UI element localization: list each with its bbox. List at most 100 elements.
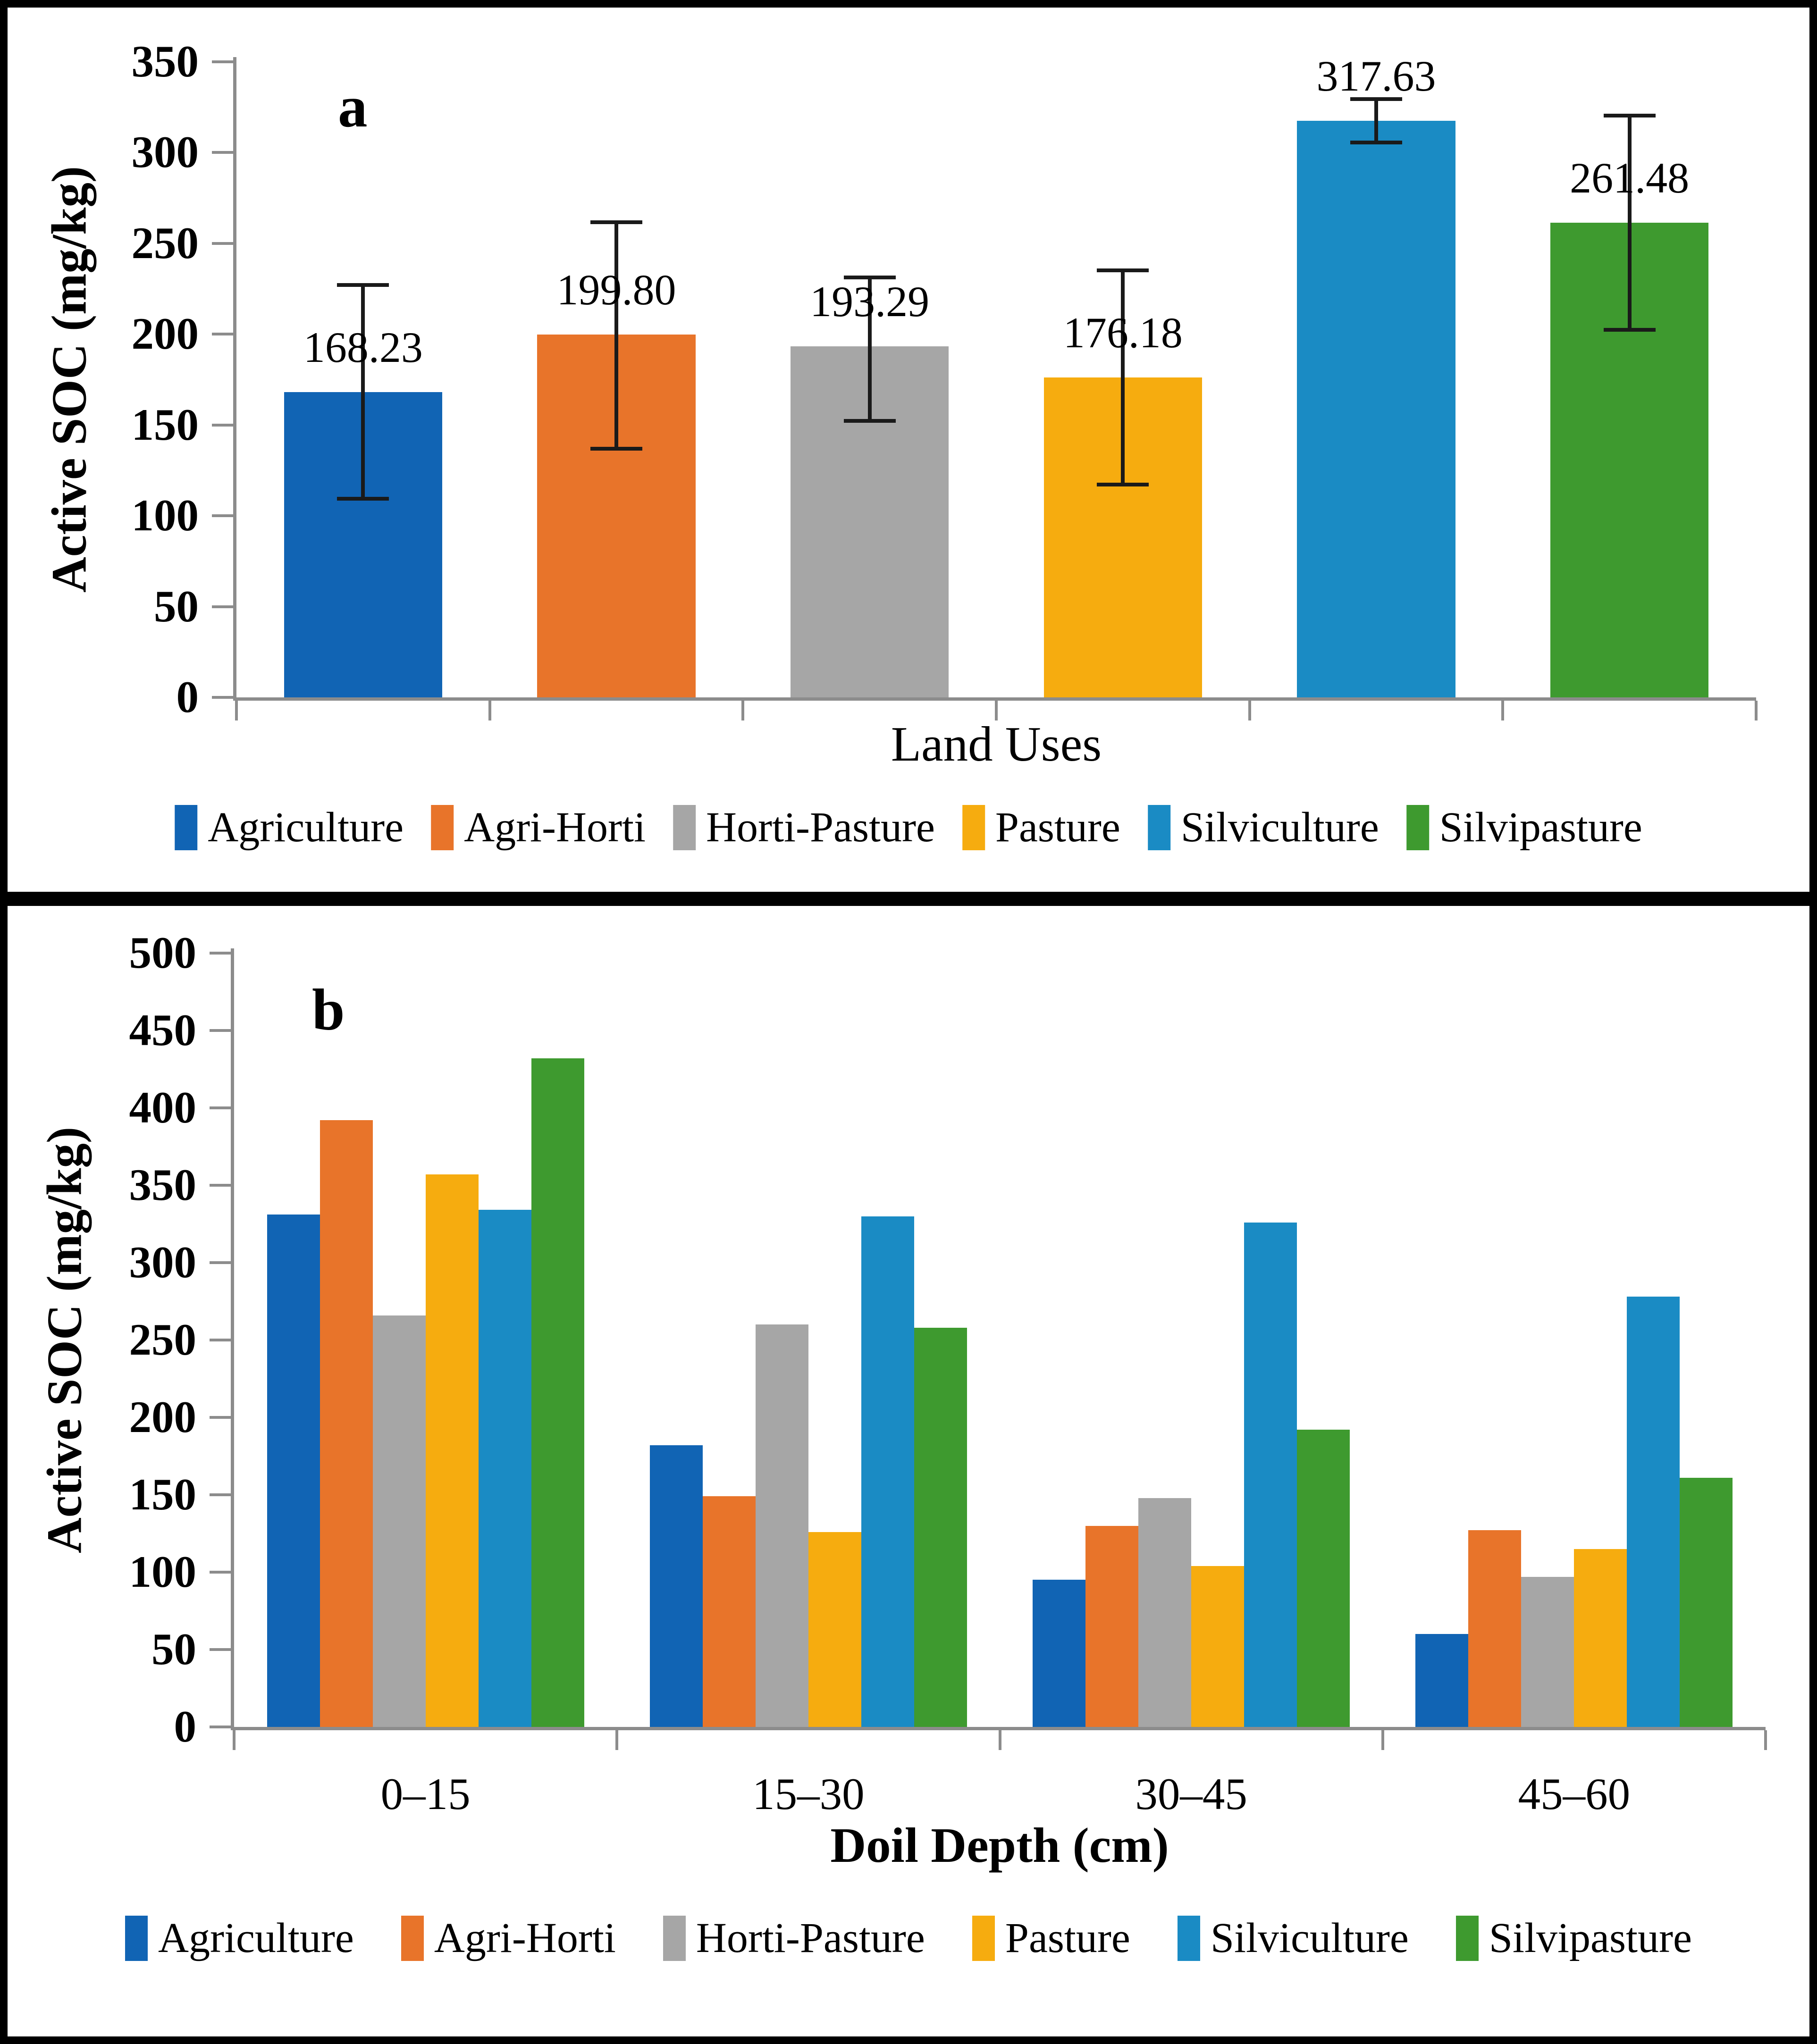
legend-item-silvipasture: Silvipasture [1406, 805, 1642, 850]
bar-agri-horti-15–30 [702, 1496, 756, 1727]
panel-b: 0 50 100 150 200 250 300 350 400 450 500 0–15 15–30 3… [8, 906, 1809, 2036]
y-axis-tick-label: 450 [129, 1005, 197, 1055]
bar-value-label: 199.80 [556, 266, 676, 314]
y-axis-tick [212, 696, 233, 699]
y-axis-tick-label: 200 [131, 309, 199, 359]
legend-label: Agriculture [158, 1915, 354, 1961]
x-axis-tick [1248, 701, 1251, 720]
bar-value-label: 261.48 [1570, 153, 1690, 202]
error-bar-cap-top [337, 283, 389, 287]
y-axis-tick [210, 1493, 231, 1496]
legend-label: Agri-Horti [464, 804, 646, 851]
bar-horti-pasture-45–60 [1521, 1576, 1574, 1727]
bar-agriculture-30–45 [1033, 1580, 1086, 1727]
y-axis-tick [212, 60, 233, 63]
y-axis-tick-label: 250 [131, 218, 199, 268]
error-bar-cap-bottom [1097, 482, 1149, 486]
panel-b-letter: b [312, 978, 345, 1043]
legend-item-agri-horti: Agri-Horti [401, 1916, 616, 1961]
x-axis-tick [1501, 701, 1505, 720]
error-bar-cap-bottom [1350, 140, 1402, 144]
legend-item-agriculture: Agriculture [125, 1916, 354, 1961]
error-bar-cap-top [1350, 97, 1402, 101]
error-bar-cap-top [1097, 268, 1149, 273]
y-axis-tick-label: 300 [131, 127, 199, 177]
panel-a-plot: 0 50 100 150 200 250 300 350 168.23 199.80 193.29 1… [8, 8, 1809, 892]
bar-horti-pasture-30–45 [1138, 1498, 1192, 1727]
y-axis-line [231, 948, 234, 1730]
legend-item-silviculture: Silviculture [1147, 804, 1379, 851]
bar-silviculture [1297, 120, 1455, 697]
bar-silviculture-45–60 [1627, 1297, 1680, 1727]
error-bar-line [361, 283, 365, 501]
x-axis-tick [998, 1730, 1001, 1750]
y-axis-tick-label: 300 [129, 1237, 197, 1287]
bar-agriculture-0–15 [267, 1215, 320, 1727]
error-bar-cap-top [590, 220, 642, 224]
error-bar-cap-bottom [843, 419, 896, 423]
error-bar-line [614, 220, 618, 451]
bar-silvipasture-45–60 [1680, 1477, 1733, 1727]
error-bar-cap-bottom [590, 447, 642, 451]
y-axis-tick [210, 1184, 231, 1187]
legend-label: Silvipasture [1489, 1915, 1692, 1961]
y-axis-tick [210, 1261, 231, 1264]
legend-item-agri-horti: Agri-Horti [431, 805, 646, 850]
bar-value-label: 193.29 [810, 277, 930, 326]
legend-label: Agri-Horti [434, 1915, 616, 1961]
y-axis-tick [210, 1029, 231, 1032]
panel-b-plot: 0 50 100 150 200 250 300 350 400 450 500 0–15 15–30 3… [8, 906, 1809, 2036]
y-axis-tick-label: 400 [129, 1082, 197, 1132]
legend-label: Silviculture [1210, 1915, 1409, 1961]
x-axis-category-label: 15–30 [752, 1769, 865, 1819]
bar-pasture-45–60 [1574, 1549, 1627, 1727]
legend-swatch-icon [1177, 1916, 1200, 1961]
bar-horti-pasture-0–15 [372, 1315, 426, 1727]
bar-agri-horti-45–60 [1468, 1530, 1522, 1727]
y-axis-tick-label: 150 [131, 399, 199, 450]
bar-silviculture-0–15 [478, 1210, 531, 1727]
x-axis-category-label: 30–45 [1135, 1769, 1247, 1819]
panel-a-y-axis-title: Active SOC (mg/kg) [41, 166, 97, 593]
x-axis-tick [1764, 1730, 1767, 1750]
legend-label: Silvipasture [1439, 804, 1642, 851]
legend-item-agriculture: Agriculture [175, 805, 404, 850]
legend-swatch-icon [1455, 1916, 1479, 1961]
y-axis-tick [212, 242, 233, 245]
y-axis-tick [212, 514, 233, 518]
error-bar-line [1121, 268, 1125, 486]
bar-value-label: 176.18 [1063, 308, 1183, 357]
y-axis-tick-label: 500 [129, 928, 197, 978]
y-axis-tick-label: 100 [129, 1547, 197, 1597]
bar-agri-horti-0–15 [320, 1120, 373, 1727]
legend-label: Silviculture [1180, 804, 1379, 851]
x-axis-tick [1755, 701, 1758, 720]
bar-horti-pasture-15–30 [755, 1324, 808, 1727]
legend-swatch-icon [962, 805, 985, 850]
y-axis-tick-label: 0 [176, 672, 199, 722]
bar-pasture-15–30 [808, 1532, 861, 1727]
x-axis-line [231, 1727, 1766, 1730]
bar-silviculture-15–30 [861, 1216, 914, 1727]
panel-a: 0 50 100 150 200 250 300 350 168.23 199.80 193.29 1… [8, 8, 1809, 892]
bar-pasture-30–45 [1191, 1566, 1245, 1727]
y-axis-tick-label: 350 [131, 36, 199, 86]
error-bar-cap-top [1603, 113, 1656, 117]
bar-silvipasture-30–45 [1297, 1430, 1350, 1727]
y-axis-tick-label: 100 [131, 490, 199, 541]
legend-label: Horti-Pasture [706, 804, 935, 851]
bar-agri-horti-30–45 [1085, 1525, 1139, 1727]
legend-item-silviculture: Silviculture [1177, 1915, 1409, 1961]
y-axis-tick-label: 150 [129, 1469, 197, 1519]
panel-b-y-axis-title: Active SOC (mg/kg) [36, 1126, 92, 1554]
error-bar-line [1374, 97, 1378, 144]
bar-agriculture-15–30 [649, 1445, 703, 1727]
x-axis-tick [995, 701, 998, 720]
y-axis-tick [210, 1416, 231, 1419]
y-axis-tick [212, 333, 233, 336]
x-axis-category-label: 0–15 [380, 1769, 471, 1819]
y-axis-tick-label: 350 [129, 1160, 197, 1210]
legend-label: Agriculture [208, 804, 404, 851]
legend-item-horti-pasture: Horti-Pasture [673, 805, 935, 850]
y-axis-line [233, 57, 236, 701]
